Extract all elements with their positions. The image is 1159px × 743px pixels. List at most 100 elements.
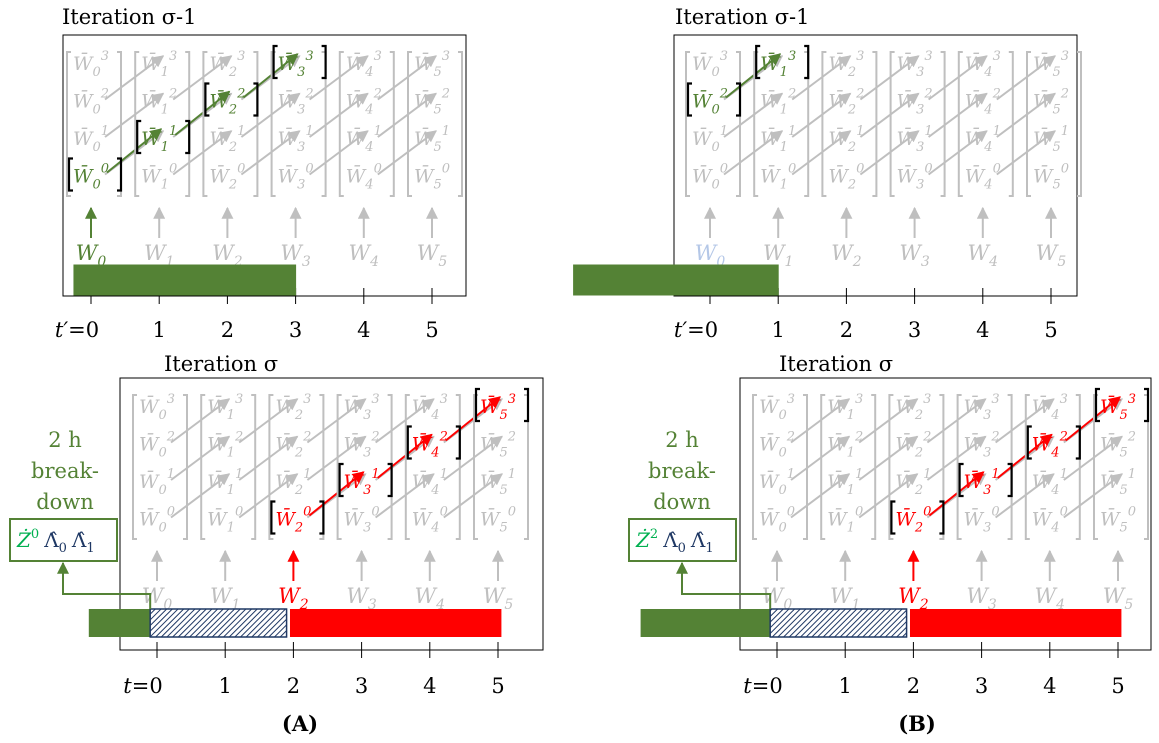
bottomA-cell-W5-1: W̄51 bbox=[480, 467, 516, 498]
topB-dep-arrow bbox=[791, 130, 852, 176]
bottomB-hl-bracket bbox=[1094, 387, 1100, 423]
panel-b: Iteration σ-1W̄00W̄01W̄02W̄03W0W̄10W̄11W… bbox=[573, 5, 1152, 736]
topA-col-bracket bbox=[134, 51, 140, 197]
topA-cell-W4-3: W̄43 bbox=[346, 49, 382, 80]
bottomB-cell-W1-1: W̄11 bbox=[827, 467, 863, 498]
bottomA-cell-W1-1: W̄11 bbox=[207, 467, 243, 498]
topA-cell-W0-2: W̄02 bbox=[73, 87, 109, 118]
breakdown-label-line: 2 h bbox=[665, 428, 699, 452]
topA-highlight-arrow bbox=[242, 53, 299, 99]
bottomA-dep-arrow bbox=[238, 473, 299, 519]
topB-cell-W3-1: W̄31 bbox=[897, 124, 933, 155]
bottomA-cell-W0-0: W̄00 bbox=[139, 505, 175, 536]
bottomA-cell-W3-2: W̄32 bbox=[344, 430, 380, 461]
bottomA-col-bracket bbox=[132, 394, 137, 540]
bottomA-cell-W0-3: W̄03 bbox=[139, 392, 175, 423]
topA-cell-W0-1: W̄01 bbox=[73, 124, 109, 155]
topB-dep-arrow bbox=[791, 55, 852, 101]
top-tick-label: 1 bbox=[772, 318, 785, 342]
bottomA-input-W5: W5 bbox=[483, 584, 514, 613]
bottomA-highlight-arrow bbox=[445, 396, 501, 442]
breakdown-connector-arrow bbox=[676, 561, 772, 609]
topB-dep-arrow bbox=[723, 130, 784, 176]
topB-col-bracket bbox=[1008, 51, 1014, 197]
bottomB-hl-bracket bbox=[1144, 387, 1150, 423]
topA-col-bracket bbox=[407, 51, 412, 197]
topB-cell-W2-1: W̄21 bbox=[828, 124, 864, 155]
topB-cell-W4-1: W̄41 bbox=[965, 124, 1001, 155]
bottomB-input-W4: W4 bbox=[1035, 584, 1066, 613]
panel-label: (A) bbox=[282, 711, 318, 736]
topA-dep-arrow bbox=[172, 130, 233, 176]
bottomA-cell-W3-1: W̄31 bbox=[344, 467, 380, 498]
top-tick-label: 5 bbox=[1044, 318, 1057, 342]
topB-col-bracket bbox=[872, 51, 878, 197]
topB-cell-W5-3: W̄53 bbox=[1033, 49, 1069, 80]
breakdown-label-line: 2 h bbox=[48, 428, 82, 452]
topB-dep-arrow bbox=[928, 130, 988, 176]
top-tick-label: 4 bbox=[976, 318, 989, 342]
breakdown-label-line: down bbox=[36, 490, 94, 514]
topA-cell-W1-2: W̄12 bbox=[141, 87, 177, 118]
topB-cell-W4-3: W̄43 bbox=[965, 49, 1001, 80]
bottom-green-bar bbox=[88, 609, 151, 637]
topB-col-bracket bbox=[804, 51, 810, 197]
bottomB-dep-arrow bbox=[1063, 473, 1123, 519]
bottomB-cell-W5-2: W̄52 bbox=[1100, 430, 1136, 461]
state-box bbox=[9, 518, 118, 562]
topA-cell-W5-1: W̄51 bbox=[414, 124, 450, 155]
topA-dep-arrow bbox=[240, 130, 301, 176]
bottomB-cell-W3-0: W̄30 bbox=[964, 505, 1000, 536]
breakdown-label-line: break- bbox=[648, 459, 716, 483]
bottomB-cell-W4-2: W̄42 bbox=[1032, 430, 1068, 461]
bottomB-cell-W2-3: W̄23 bbox=[895, 392, 931, 423]
bottom-hatched-bar bbox=[769, 608, 908, 638]
bottomA-hl-bracket bbox=[455, 425, 461, 460]
top-tick-label: 3 bbox=[908, 318, 921, 342]
bottomA-dep-arrow bbox=[170, 398, 231, 444]
bottomA-dep-arrow bbox=[443, 473, 503, 519]
bottomA-col-bracket bbox=[183, 394, 188, 540]
topB-cell-W2-2: W̄22 bbox=[828, 87, 864, 118]
bottomB-dep-arrow bbox=[926, 435, 987, 481]
topB-cell-W1-3: W̄13 bbox=[760, 49, 796, 80]
bottomB-dep-arrow bbox=[790, 473, 851, 519]
topA-cell-W2-2: W̄22 bbox=[209, 87, 245, 118]
topB-cell-W2-0: W̄20 bbox=[828, 162, 864, 193]
topB-input-W5: W5 bbox=[1036, 241, 1067, 270]
topA-highlight-arrow bbox=[174, 90, 231, 136]
breakdown-label-line: break- bbox=[31, 459, 99, 483]
topB-cell-W3-3: W̄33 bbox=[897, 49, 933, 80]
bottomB-cell-W0-2: W̄02 bbox=[759, 430, 795, 461]
topA-col-bracket bbox=[389, 51, 395, 197]
bottomB-cell-W1-3: W̄13 bbox=[827, 392, 863, 423]
bottomA-dep-arrow bbox=[170, 473, 231, 519]
topA-dep-arrow bbox=[104, 92, 165, 138]
bottomB-cell-W4-0: W̄40 bbox=[1032, 505, 1068, 536]
top-green-bar bbox=[573, 264, 779, 296]
bottom-tick-label: 3 bbox=[975, 674, 988, 698]
topB-dep-arrow bbox=[859, 130, 920, 176]
topA-hl-bracket bbox=[204, 82, 210, 117]
bottom-hatched-bar bbox=[149, 608, 288, 638]
topA-cell-W5-2: W̄52 bbox=[414, 87, 450, 118]
bottomA-cell-W4-2: W̄42 bbox=[412, 430, 448, 461]
bottomB-cell-W3-2: W̄32 bbox=[964, 430, 1000, 461]
topB-col-bracket bbox=[1026, 51, 1031, 197]
bottomA-dep-arrow bbox=[443, 435, 503, 481]
topB-cell-W0-1: W̄01 bbox=[692, 124, 728, 155]
topA-cell-W3-1: W̄31 bbox=[278, 124, 314, 155]
topA-cell-W1-3: W̄13 bbox=[141, 49, 177, 80]
bottomA-hl-bracket bbox=[338, 462, 344, 498]
topB-dep-arrow bbox=[996, 55, 1056, 101]
topA-cell-W3-0: W̄30 bbox=[278, 162, 314, 193]
topB-dep-arrow bbox=[859, 55, 920, 101]
bottomB-col-bracket bbox=[752, 394, 757, 540]
bottomB-col-bracket bbox=[939, 394, 945, 540]
topA-cell-W0-3: W̄03 bbox=[73, 49, 109, 80]
panel-label: (B) bbox=[898, 711, 936, 736]
bottomB-cell-W3-1: W̄31 bbox=[964, 467, 1000, 498]
bottomB-dep-arrow bbox=[1063, 435, 1123, 481]
topA-hl-bracket bbox=[67, 157, 73, 192]
bottomB-cell-W5-0: W̄50 bbox=[1100, 505, 1136, 536]
